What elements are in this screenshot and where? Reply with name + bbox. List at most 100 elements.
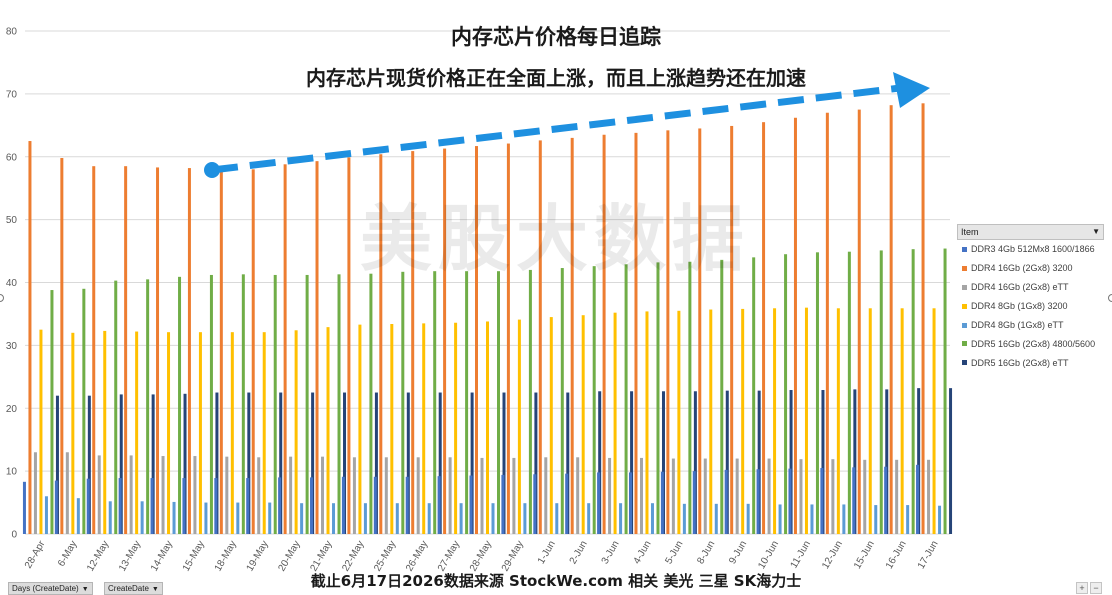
legend-label: DDR5 16Gb (2Gx8) eTT — [971, 357, 1069, 368]
legend-item[interactable]: DDR4 8Gb (1Gx8) eTT — [957, 316, 1104, 335]
x-tick-label: 28-May — [468, 539, 494, 573]
bar — [895, 459, 899, 534]
legend-label: DDR5 16Gb (2Gx8) 4800/5600 — [971, 338, 1096, 349]
bar — [538, 140, 542, 534]
bar — [757, 390, 761, 534]
bar — [512, 457, 516, 534]
bar — [698, 128, 702, 535]
x-tick-label: 6-May — [56, 539, 79, 569]
zoom-out-button[interactable]: − — [1090, 582, 1102, 594]
x-tick-label: 16-Jun — [884, 539, 909, 571]
bar — [119, 394, 123, 534]
x-tick-label: 19-May — [245, 539, 271, 573]
bar — [373, 476, 377, 534]
filter-createdate[interactable]: CreateDate ▼ — [104, 582, 163, 595]
resize-handle-right[interactable] — [1108, 294, 1112, 302]
bar — [650, 503, 654, 534]
x-tick-label: 14-May — [149, 539, 175, 573]
bar — [884, 466, 888, 534]
bar — [118, 478, 122, 534]
bar — [178, 276, 182, 534]
bar — [666, 130, 670, 534]
bar — [820, 467, 824, 534]
bar — [927, 459, 931, 534]
bar — [28, 141, 32, 534]
bar — [916, 464, 920, 534]
x-tick-label: 20-May — [277, 539, 303, 573]
bar — [225, 456, 229, 534]
bar — [54, 480, 58, 534]
bar — [628, 472, 632, 534]
bar — [156, 167, 160, 534]
bar — [730, 125, 734, 534]
bar — [889, 105, 893, 534]
legend-item[interactable]: DDR4 8Gb (1Gx8) 3200 — [957, 297, 1104, 316]
x-tick-label: 10-Jun — [756, 539, 781, 571]
bar — [660, 471, 664, 534]
legend-item[interactable]: DDR4 16Gb (2Gx8) 3200 — [957, 259, 1104, 278]
x-axis-ticks: 28-Apr 6-May 12-May 13-May 14-May 15-May 18-Ma… — [23, 538, 941, 573]
bar — [268, 502, 272, 534]
bar — [528, 269, 532, 534]
y-tick-label: 60 — [6, 152, 18, 163]
legend-swatch — [962, 341, 967, 347]
filter-days-createdate[interactable]: Days (CreateDate) ▼ — [8, 582, 93, 595]
bar — [598, 391, 602, 534]
bar — [767, 458, 771, 534]
bar — [793, 117, 797, 534]
legend-item[interactable]: DDR3 4Gb 512Mx8 1600/1866 — [957, 240, 1104, 259]
bar — [103, 330, 107, 534]
x-tick-label: 12-May — [85, 539, 111, 573]
x-tick-label: 5-Jun — [663, 539, 685, 566]
bar — [555, 503, 559, 534]
bar — [900, 308, 904, 534]
bar — [71, 332, 75, 534]
bar — [459, 503, 463, 534]
legend-label: DDR3 4Gb 512Mx8 1600/1866 — [971, 244, 1095, 255]
bar — [799, 459, 803, 534]
bar — [39, 329, 43, 534]
legend-swatch — [962, 265, 967, 271]
bar — [506, 143, 510, 534]
bar — [289, 456, 293, 534]
bar — [262, 332, 266, 534]
bar — [395, 503, 399, 534]
legend-item[interactable]: DDR5 16Gb (2Gx8) eTT — [957, 353, 1104, 372]
bar — [437, 476, 441, 534]
bar — [300, 503, 304, 534]
bar — [352, 457, 356, 534]
bar — [401, 271, 405, 534]
bar — [416, 457, 420, 534]
bar — [741, 308, 745, 534]
bar — [236, 502, 240, 534]
zoom-in-button[interactable]: + — [1076, 582, 1088, 594]
legend-item[interactable]: DDR5 16Gb (2Gx8) 4800/5600 — [957, 334, 1104, 353]
bar — [22, 481, 26, 534]
bar — [422, 323, 426, 534]
bar — [517, 319, 521, 534]
bar — [215, 392, 219, 534]
bar — [778, 504, 782, 534]
x-tick-label: 18-May — [213, 539, 239, 573]
bar — [92, 166, 96, 534]
x-tick-label: 28-Apr — [23, 538, 48, 570]
bar — [310, 477, 314, 534]
bar — [60, 158, 64, 534]
bar — [677, 310, 681, 534]
bar — [475, 146, 478, 534]
bar — [619, 503, 623, 534]
legend-item[interactable]: DDR4 16Gb (2Gx8) eTT — [957, 278, 1104, 297]
bar — [87, 395, 91, 534]
bar — [868, 308, 872, 534]
bar — [756, 469, 760, 534]
bar — [140, 501, 144, 534]
bar — [411, 151, 415, 534]
bar — [624, 264, 628, 534]
bar — [135, 331, 139, 534]
legend-filter-button[interactable]: Item ▼ — [957, 224, 1104, 240]
bar — [661, 391, 665, 534]
bar — [501, 474, 505, 534]
bar — [688, 261, 692, 534]
legend-swatch — [962, 303, 967, 309]
y-tick-label: 80 — [6, 27, 18, 38]
